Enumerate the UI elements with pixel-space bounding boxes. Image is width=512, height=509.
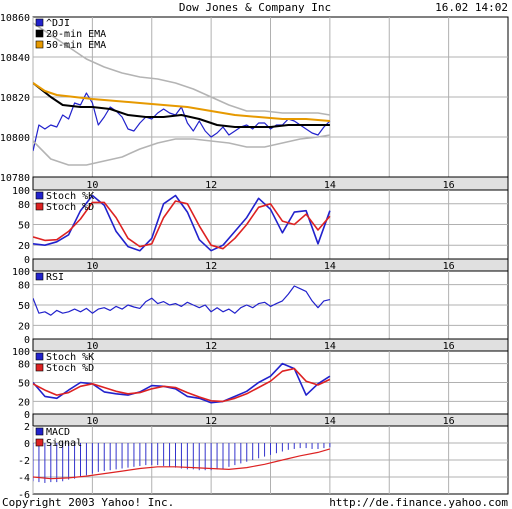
legend-swatch bbox=[35, 202, 44, 211]
x-tick-label: 10 bbox=[86, 180, 98, 191]
x-tick-label: 12 bbox=[205, 180, 217, 191]
series-group bbox=[33, 443, 331, 483]
x-tick-label: 12 bbox=[205, 416, 217, 427]
legend-label: RSI bbox=[46, 272, 64, 283]
series-upper-band bbox=[33, 22, 331, 116]
legend-swatch bbox=[35, 29, 44, 38]
series-group bbox=[33, 285, 331, 316]
legend-swatch bbox=[35, 363, 44, 372]
y-tick-label: 2 bbox=[24, 422, 30, 433]
legend-label: Stoch %K bbox=[46, 191, 94, 202]
y-tick-label: 100 bbox=[12, 186, 30, 197]
series-stoch-d bbox=[33, 200, 331, 250]
series-rsi bbox=[33, 285, 331, 316]
legend-swatch bbox=[35, 191, 44, 200]
x-tick-label: 16 bbox=[443, 341, 455, 352]
legend-label: Stoch %D bbox=[46, 363, 94, 374]
legend-swatch bbox=[35, 40, 44, 49]
series-20-min-ema bbox=[33, 82, 330, 128]
x-tick-label: 16 bbox=[443, 416, 455, 427]
x-axis-band bbox=[32, 176, 509, 191]
x-tick-label: 14 bbox=[324, 180, 336, 191]
y-tick-label: 0 bbox=[24, 335, 30, 346]
legend-swatch bbox=[35, 18, 44, 27]
series-stoch-d bbox=[33, 367, 331, 403]
legend-swatch bbox=[35, 272, 44, 281]
legend-swatch bbox=[35, 427, 44, 436]
y-tick-label: 20 bbox=[18, 397, 30, 408]
panel-rsi: 100 80 50 20 0 RSI 10 12 14 16 bbox=[12, 267, 509, 352]
chart-title: Dow Jones & Company Inc bbox=[179, 1, 331, 14]
copyright-text: Copyright 2003 Yahoo! Inc. bbox=[2, 496, 174, 509]
x-tick-label: 10 bbox=[86, 341, 98, 352]
y-tick-label: 80 bbox=[18, 360, 30, 371]
legend-label: Stoch %D bbox=[46, 202, 94, 213]
x-tick-label: 16 bbox=[443, 261, 455, 272]
series-group bbox=[33, 22, 331, 166]
y-tick-label: 10800 bbox=[0, 133, 30, 144]
legend-swatch bbox=[35, 352, 44, 361]
legend-label: MACD bbox=[46, 427, 70, 438]
y-tick-label: 20 bbox=[18, 241, 30, 252]
x-tick-label: 12 bbox=[205, 341, 217, 352]
series-stoch-k bbox=[33, 194, 331, 252]
series-signal bbox=[33, 448, 331, 480]
y-tick-label: 100 bbox=[12, 267, 30, 278]
y-tick-label: 20 bbox=[18, 321, 30, 332]
y-tick-label: 50 bbox=[18, 221, 30, 232]
legend-label: Signal bbox=[46, 438, 82, 449]
x-tick-label: 14 bbox=[324, 341, 336, 352]
x-tick-label: 16 bbox=[443, 180, 455, 191]
x-axis-band bbox=[32, 338, 509, 352]
y-tick-label: 80 bbox=[18, 281, 30, 292]
y-tick-label: 50 bbox=[18, 301, 30, 312]
legend-swatch bbox=[35, 438, 44, 447]
chart-datetime: 16.02 14:02 bbox=[435, 1, 508, 14]
legend-label: 50-min EMA bbox=[46, 40, 106, 51]
legend-label: Stoch %K bbox=[46, 352, 94, 363]
x-tick-label: 14 bbox=[324, 416, 336, 427]
x-axis-band bbox=[32, 413, 509, 427]
y-tick-label: 80 bbox=[18, 200, 30, 211]
legend-label: ^DJI bbox=[46, 18, 70, 29]
legend: RSI bbox=[35, 272, 64, 283]
source-url: http://de.finance.yahoo.com bbox=[329, 496, 508, 509]
y-tick-label: 10780 bbox=[0, 173, 30, 184]
x-tick-label: 10 bbox=[86, 261, 98, 272]
y-tick-label: 0 bbox=[24, 439, 30, 450]
y-tick-label: 0 bbox=[24, 410, 30, 421]
y-tick-label: 10860 bbox=[0, 13, 30, 24]
series-lower-band bbox=[33, 134, 331, 166]
y-tick-label: -6 bbox=[18, 490, 30, 501]
x-tick-label: 12 bbox=[205, 261, 217, 272]
y-tick-label: 10840 bbox=[0, 53, 30, 64]
y-tick-label: 0 bbox=[24, 255, 30, 266]
y-tick-label: -4 bbox=[18, 473, 30, 484]
legend-label: 20-min EMA bbox=[46, 29, 106, 40]
y-tick-label: -2 bbox=[18, 456, 30, 467]
series-group bbox=[33, 194, 331, 252]
series-group bbox=[33, 362, 331, 404]
x-tick-label: 10 bbox=[86, 416, 98, 427]
y-tick-label: 10820 bbox=[0, 93, 30, 104]
series-stoch-k bbox=[33, 362, 331, 404]
x-axis-band bbox=[32, 258, 509, 272]
x-tick-label: 14 bbox=[324, 261, 336, 272]
series-50-min-ema bbox=[33, 82, 330, 122]
y-tick-label: 50 bbox=[18, 379, 30, 390]
y-tick-label: 100 bbox=[12, 347, 30, 358]
